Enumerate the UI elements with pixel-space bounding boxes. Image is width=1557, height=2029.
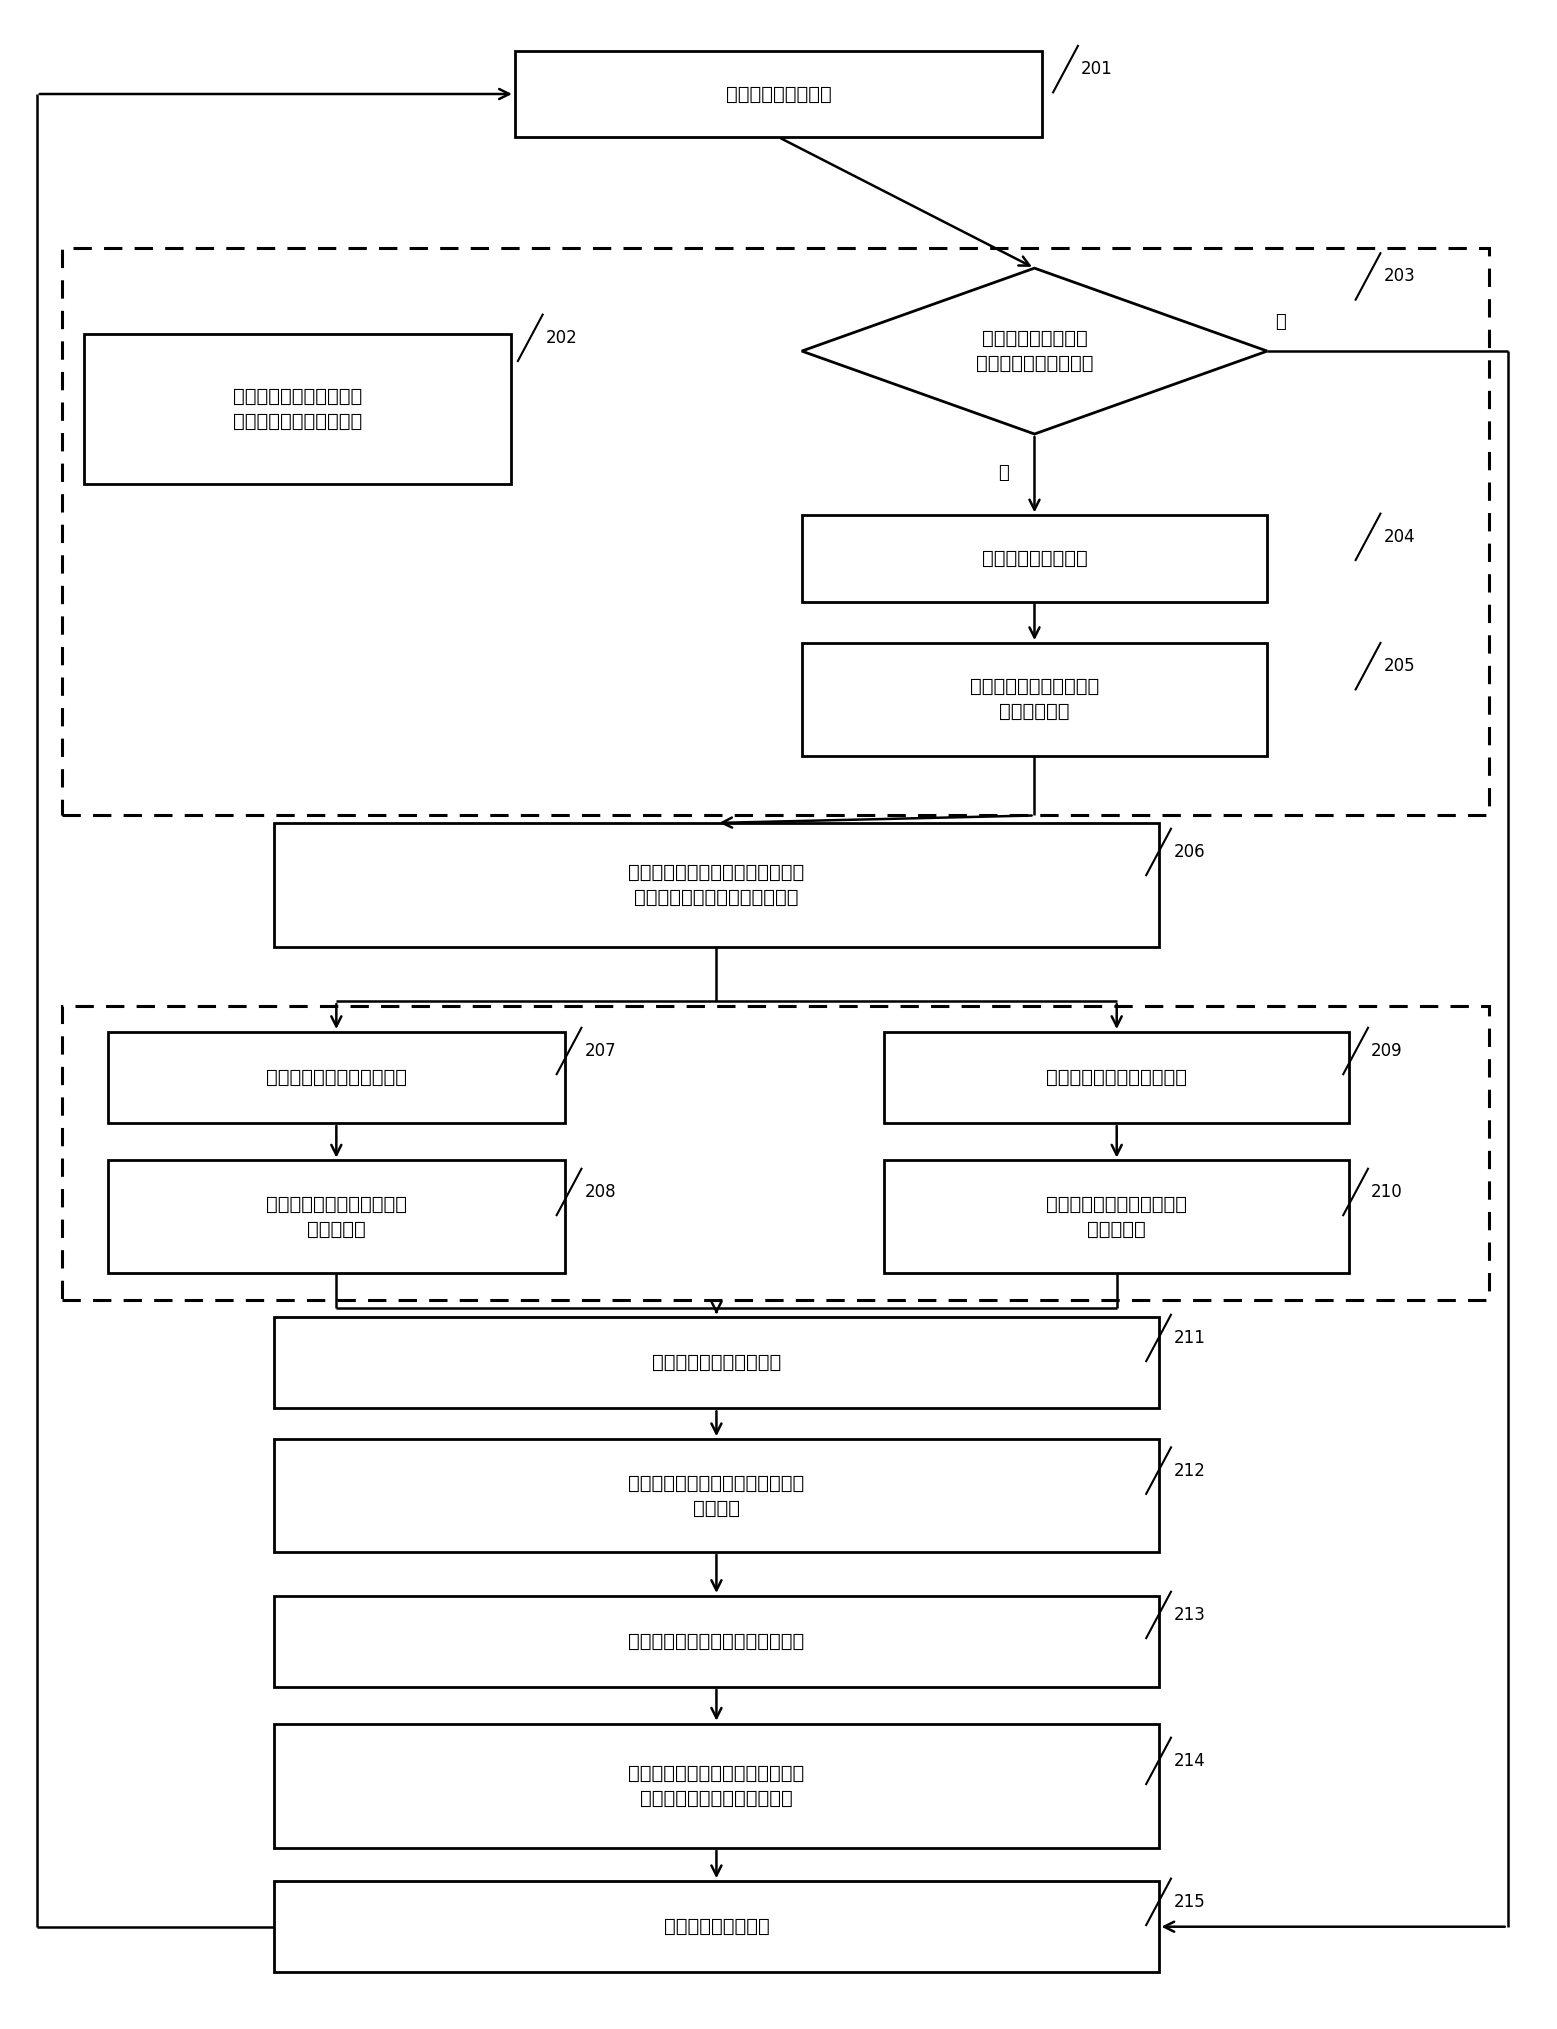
Text: 无线资源分配决策传送至各重配置
管理单元: 无线资源分配决策传送至各重配置 管理单元 xyxy=(629,1473,805,1518)
Text: 基站做无线资源分配决策: 基站做无线资源分配决策 xyxy=(652,1353,782,1372)
Bar xyxy=(802,515,1267,601)
Bar xyxy=(62,1006,1488,1301)
Bar xyxy=(274,1597,1158,1686)
Text: 212: 212 xyxy=(1174,1461,1207,1479)
Text: 206: 206 xyxy=(1174,842,1205,860)
Bar xyxy=(274,1439,1158,1552)
Text: 基站做本地频谱检测，并
将结果传送至认知信息库: 基站做本地频谱检测，并 将结果传送至认知信息库 xyxy=(234,388,363,430)
Text: 215: 215 xyxy=(1174,1893,1205,1911)
Text: 新无线资源分配开始: 新无线资源分配开始 xyxy=(726,85,831,103)
Text: 202: 202 xyxy=(547,329,578,347)
Bar xyxy=(802,643,1267,755)
Bar xyxy=(274,1317,1158,1408)
Bar xyxy=(107,1033,565,1124)
Text: 终端将信道测量结果传送至
认知信息库: 终端将信道测量结果传送至 认知信息库 xyxy=(1046,1195,1188,1240)
Text: 传输结束，终端更新业务状态，并
将更新信息同步至认知信息库: 传输结束，终端更新业务状态，并 将更新信息同步至认知信息库 xyxy=(629,1763,805,1808)
Text: 201: 201 xyxy=(1081,61,1113,79)
Text: 终端将频谱检测结果上报
至认知信息库: 终端将频谱检测结果上报 至认知信息库 xyxy=(970,678,1099,722)
Text: 等待下一个周期到来: 等待下一个周期到来 xyxy=(663,1917,769,1936)
Polygon shape xyxy=(802,268,1267,434)
Text: 210: 210 xyxy=(1372,1183,1403,1201)
Bar xyxy=(84,335,511,483)
Text: 终端对可用频谱做信道测量: 终端对可用频谱做信道测量 xyxy=(1046,1067,1188,1088)
Text: 214: 214 xyxy=(1174,1751,1205,1769)
Text: 基站对可用频谱做信道测量: 基站对可用频谱做信道测量 xyxy=(266,1067,406,1088)
Text: 否: 否 xyxy=(1275,312,1286,331)
Text: 207: 207 xyxy=(584,1043,617,1059)
Text: 211: 211 xyxy=(1174,1329,1207,1347)
Text: 认知信息库汇集频谱检测结果，确
定系统可用频谱，并将结果下发: 认知信息库汇集频谱检测结果，确 定系统可用频谱，并将结果下发 xyxy=(629,862,805,907)
Bar xyxy=(274,824,1158,948)
Text: 终端做本地频谱检测: 终端做本地频谱检测 xyxy=(981,550,1087,568)
Bar xyxy=(884,1033,1350,1124)
Bar xyxy=(884,1161,1350,1274)
Text: 208: 208 xyxy=(584,1183,617,1201)
Text: 204: 204 xyxy=(1384,528,1415,546)
Text: 205: 205 xyxy=(1384,657,1415,676)
Text: 终端监测业务状态，
看是否有业务正在进行: 终端监测业务状态， 看是否有业务正在进行 xyxy=(976,329,1093,373)
Bar xyxy=(274,1723,1158,1848)
Bar xyxy=(107,1161,565,1274)
Text: 213: 213 xyxy=(1174,1605,1207,1623)
Bar xyxy=(515,51,1042,138)
Text: 基站将信道测量结果传送至
认知信息库: 基站将信道测量结果传送至 认知信息库 xyxy=(266,1195,406,1240)
Bar xyxy=(62,248,1488,816)
Text: 203: 203 xyxy=(1384,268,1415,286)
Text: 是: 是 xyxy=(998,465,1009,481)
Text: 209: 209 xyxy=(1372,1043,1403,1059)
Text: 基站终端进行重配置，并实施传输: 基站终端进行重配置，并实施传输 xyxy=(629,1631,805,1652)
Bar xyxy=(274,1881,1158,1972)
